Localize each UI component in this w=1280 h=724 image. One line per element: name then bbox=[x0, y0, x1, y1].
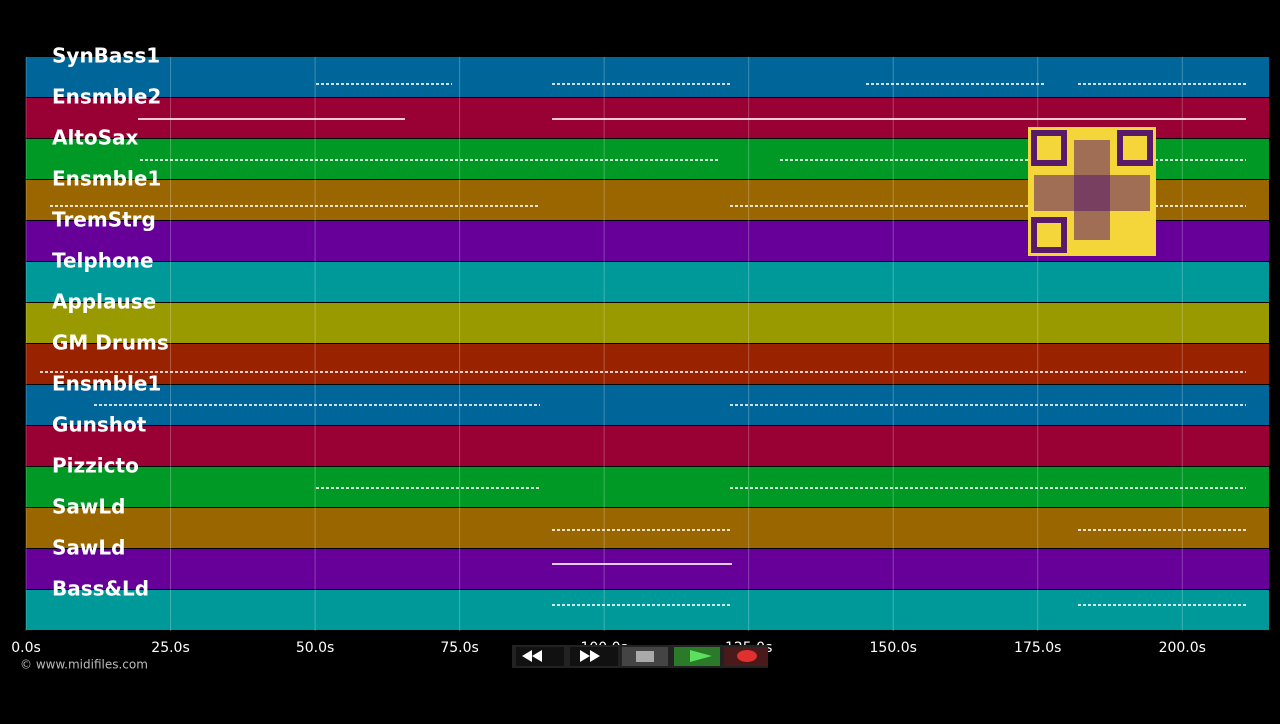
time-axis: 0.0s25.0s50.0s75.0s100.0s125.0s150.0s175… bbox=[11, 640, 1206, 656]
track-name: Gunshot bbox=[52, 413, 147, 437]
track-name: Pizzicto bbox=[52, 454, 139, 478]
track-name: Applause bbox=[52, 290, 156, 314]
icon bbox=[522, 650, 542, 662]
record-button[interactable] bbox=[724, 647, 768, 666]
qr-code bbox=[1028, 127, 1156, 256]
qr-finder bbox=[1117, 130, 1153, 166]
track-lane bbox=[26, 262, 1269, 302]
icon bbox=[690, 650, 712, 662]
forward-button[interactable] bbox=[570, 647, 618, 666]
track-labels: SynBass1 Ensmble2 AltoSax Ensmble1 TremStrg T… bbox=[52, 44, 169, 601]
tick-label: 175.0s bbox=[1014, 640, 1061, 656]
tick-label: 150.0s bbox=[870, 640, 917, 656]
track-name: TremStrg bbox=[52, 208, 156, 232]
track-name: Ensmble2 bbox=[52, 85, 161, 109]
rewind-button[interactable] bbox=[516, 647, 564, 666]
qr-finder bbox=[1031, 130, 1067, 166]
track-name: GM Drums bbox=[52, 331, 169, 355]
track-lane bbox=[26, 508, 1269, 548]
grid bbox=[25, 57, 1183, 631]
tick-label: 200.0s bbox=[1159, 640, 1206, 656]
icon bbox=[636, 651, 654, 662]
track-lane bbox=[26, 549, 1269, 589]
track-name: SawLd bbox=[52, 536, 125, 560]
track-name: AltoSax bbox=[52, 126, 139, 150]
notes bbox=[40, 83, 1248, 606]
tick-label: 25.0s bbox=[151, 640, 189, 656]
track-name: Ensmble1 bbox=[52, 372, 161, 396]
play-button[interactable] bbox=[674, 647, 720, 666]
track-lane bbox=[26, 57, 1269, 97]
track-name: Bass&Ld bbox=[52, 577, 149, 601]
track-lane bbox=[26, 590, 1269, 630]
track-lane bbox=[26, 344, 1269, 384]
track-lane bbox=[26, 426, 1269, 466]
track-name: Ensmble1 bbox=[52, 167, 161, 191]
tick-label: 0.0s bbox=[11, 640, 41, 656]
track-name: Telphone bbox=[52, 249, 154, 273]
icon bbox=[737, 650, 757, 662]
qr-pattern bbox=[1034, 175, 1150, 211]
track-lane bbox=[26, 303, 1269, 343]
track-name: SynBass1 bbox=[52, 44, 160, 68]
transport-controls bbox=[512, 645, 768, 668]
icon bbox=[580, 650, 600, 662]
qr-finder bbox=[1031, 217, 1067, 253]
stop-button[interactable] bbox=[622, 647, 668, 666]
tick-label: 75.0s bbox=[440, 640, 478, 656]
copyright: © www.midifiles.com bbox=[20, 658, 148, 672]
tick-label: 50.0s bbox=[296, 640, 334, 656]
track-name: SawLd bbox=[52, 495, 125, 519]
